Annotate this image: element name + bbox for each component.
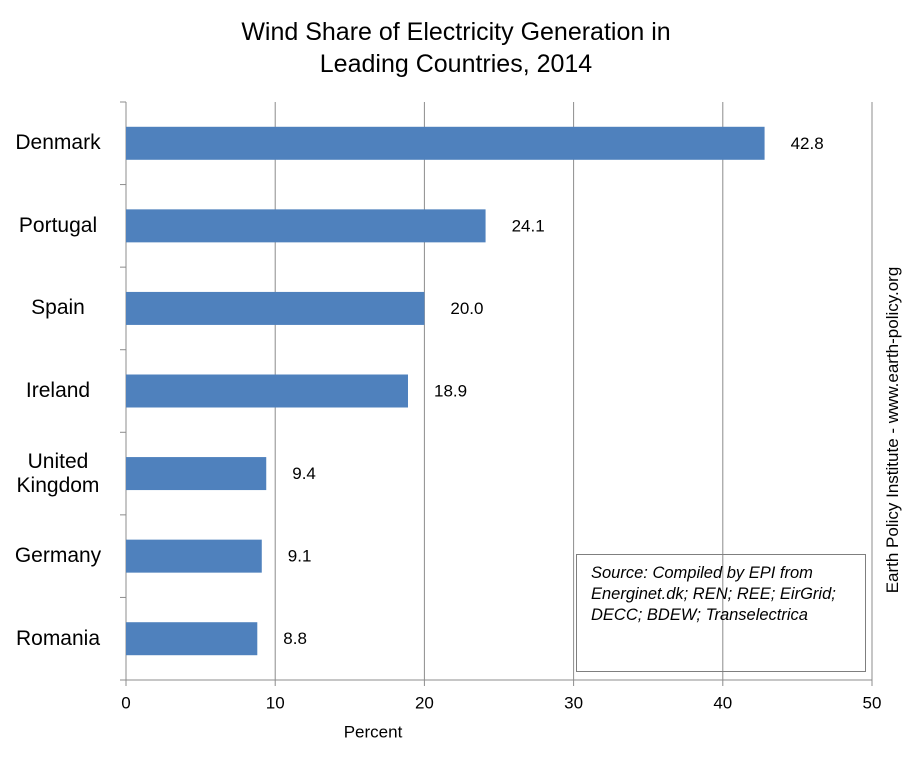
- chart-title: Leading Countries, 2014: [319, 50, 593, 78]
- data-label: 18.9: [434, 381, 467, 400]
- y-tick-label: Germany: [14, 544, 102, 568]
- data-label: 20.0: [450, 299, 483, 318]
- y-tick-label: United Kingdom: [16, 449, 100, 497]
- source-note: Source: Compiled by EPI from Energinet.d…: [576, 554, 866, 672]
- x-tick-label: 10: [266, 693, 285, 712]
- bar: [126, 457, 267, 491]
- bar: [126, 209, 486, 243]
- x-tick-label: 50: [863, 693, 882, 712]
- bar: [126, 539, 262, 573]
- y-tick-label: Spain: [31, 296, 85, 320]
- bar: [126, 622, 258, 656]
- data-label: 9.1: [288, 547, 312, 566]
- chart-title: Wind Share of Electricity Generation in: [241, 18, 671, 46]
- x-tick-label: 40: [713, 693, 732, 712]
- x-tick-label: 30: [564, 693, 583, 712]
- bar: [126, 291, 425, 325]
- x-tick-label: 0: [121, 693, 130, 712]
- x-axis-label: Percent: [344, 722, 403, 741]
- data-label: 9.4: [292, 464, 316, 483]
- data-label: 24.1: [512, 216, 545, 235]
- data-label: 42.8: [791, 134, 824, 153]
- y-tick-label: Denmark: [15, 131, 101, 155]
- y-tick-label: Portugal: [18, 213, 98, 237]
- data-label: 8.8: [283, 629, 307, 648]
- bar: [126, 126, 765, 160]
- x-tick-label: 20: [415, 693, 434, 712]
- side-note: Earth Policy Institute - www.earth-polic…: [883, 266, 902, 594]
- y-tick-label: Romania: [15, 626, 101, 650]
- bar: [126, 374, 408, 408]
- y-tick-label: Ireland: [25, 379, 91, 402]
